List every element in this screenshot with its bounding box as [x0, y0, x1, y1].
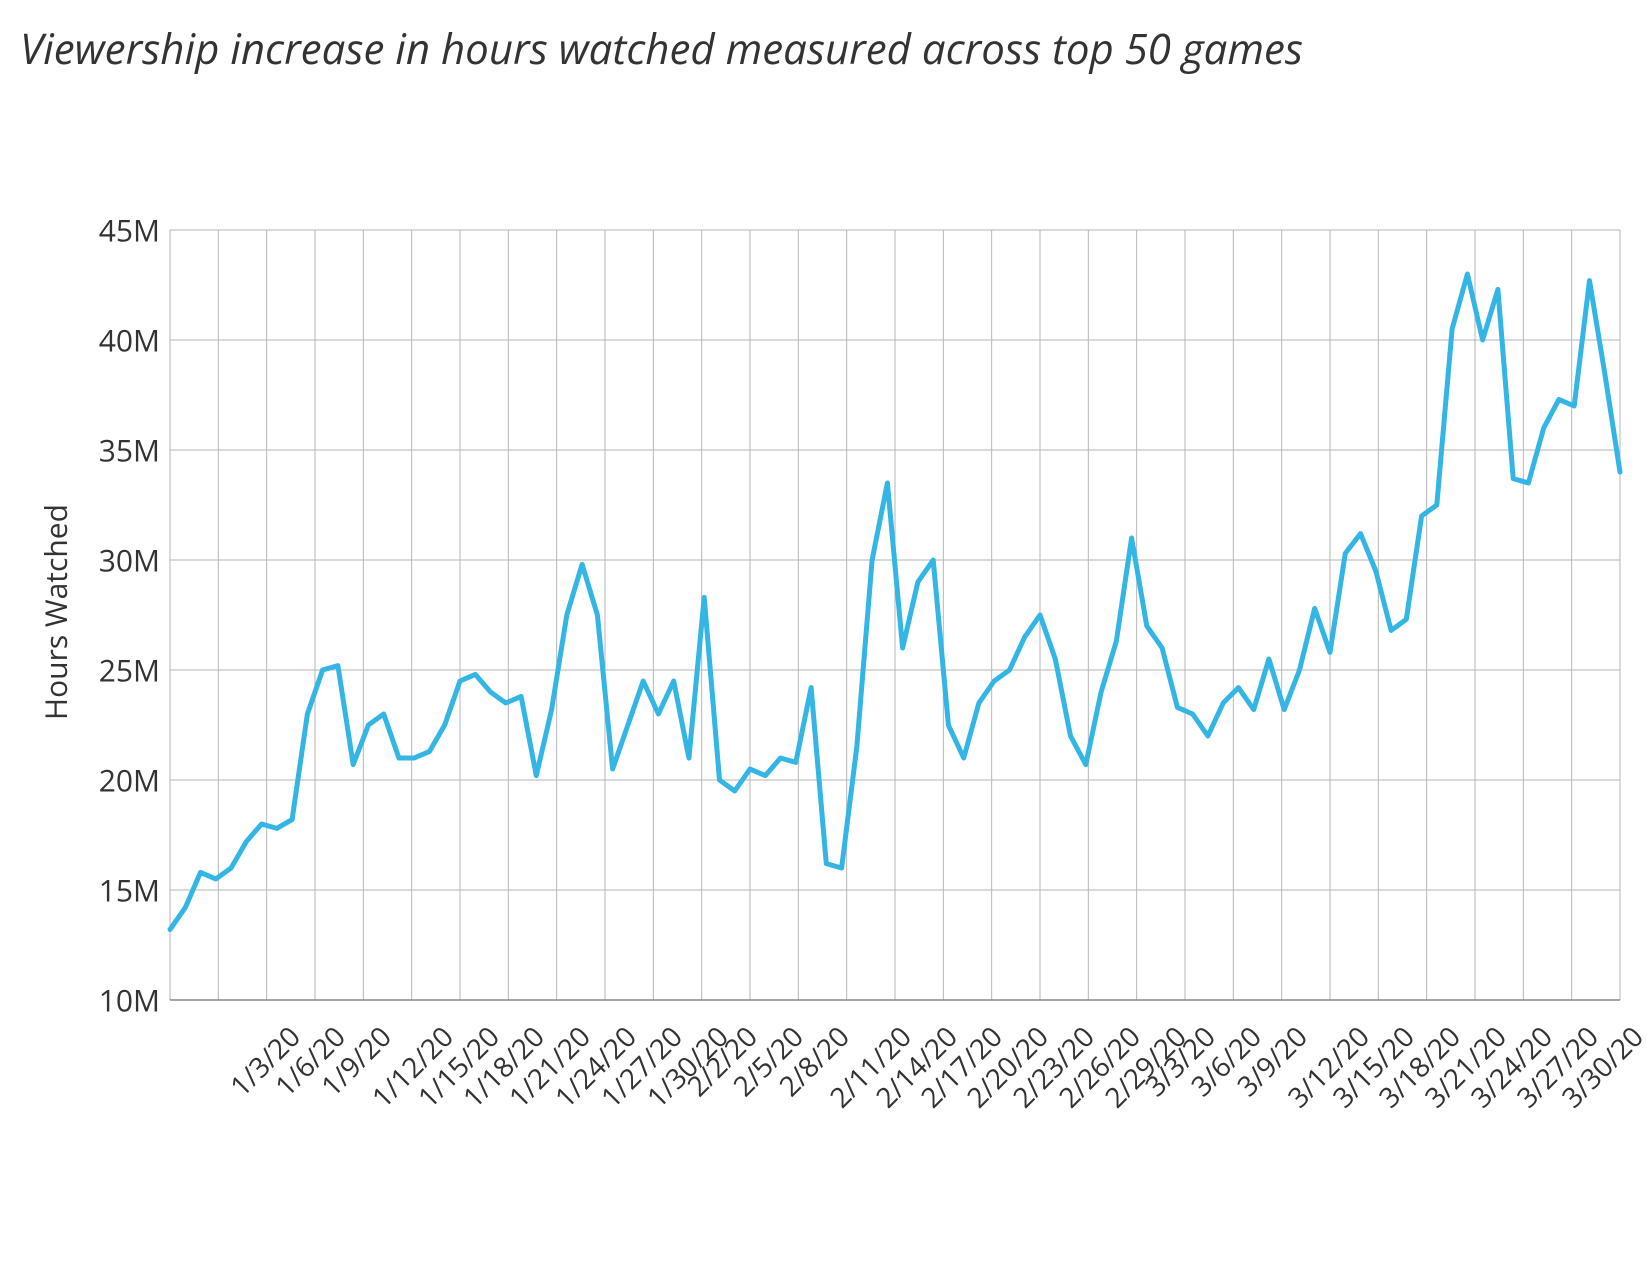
- y-tick-label: 35M: [80, 430, 160, 471]
- y-tick-label: 10M: [80, 980, 160, 1021]
- y-tick-label: 15M: [80, 870, 160, 911]
- chart-container: Viewership increase in hours watched mea…: [0, 0, 1647, 1263]
- y-tick-label: 45M: [80, 210, 160, 251]
- y-tick-label: 25M: [80, 650, 160, 691]
- y-tick-label: 30M: [80, 540, 160, 581]
- y-tick-label: 20M: [80, 760, 160, 801]
- y-tick-label: 40M: [80, 320, 160, 361]
